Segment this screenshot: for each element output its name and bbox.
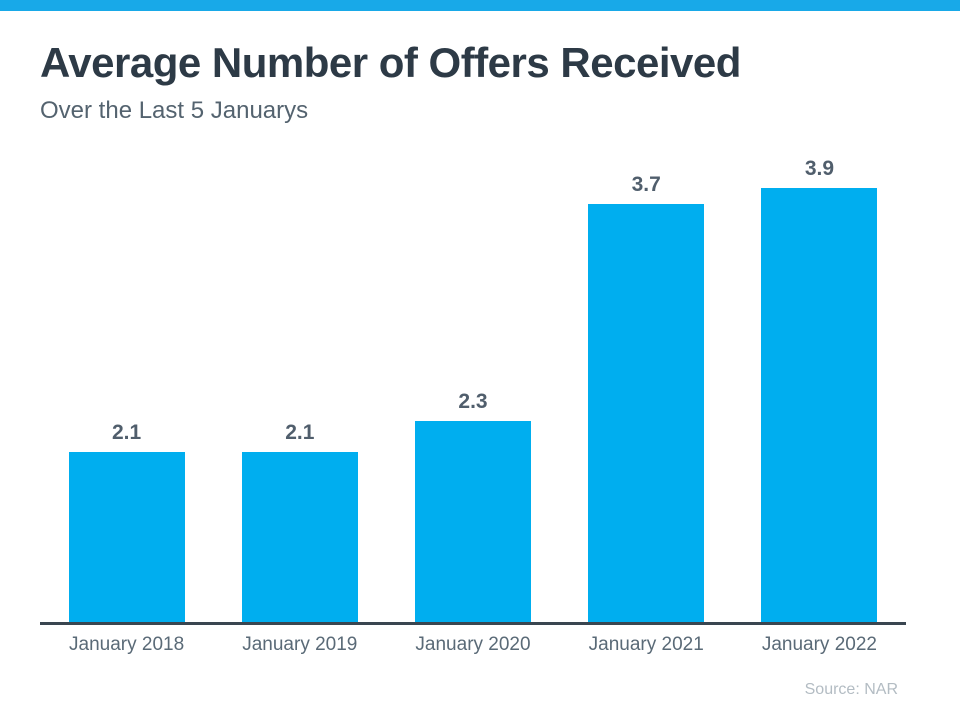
page-title: Average Number of Offers Received	[40, 39, 741, 86]
bar-group: 2.1	[213, 157, 386, 623]
bar	[761, 188, 878, 623]
x-axis-label: January 2018	[69, 634, 185, 656]
bar-value-label: 3.7	[631, 172, 661, 196]
top-accent-strip	[0, 0, 960, 11]
plot-area: 2.1 2.1 2.3 3.7 3.9	[40, 157, 906, 626]
bar-chart: 2.1 2.1 2.3 3.7 3.9 January 2018 January 2019…	[40, 157, 906, 699]
bar-group: 3.7	[560, 157, 733, 623]
x-axis-label: January 2022	[761, 634, 877, 656]
bar	[588, 203, 705, 623]
bar	[241, 451, 358, 623]
bar-value-label: 3.9	[804, 157, 835, 181]
bar	[68, 451, 185, 623]
x-axis-labels: January 2018 January 2019 January 2020 Janu…	[40, 634, 906, 656]
bar	[415, 420, 531, 623]
x-axis-label: January 2019	[242, 634, 358, 656]
source-note: Source: NAR	[804, 681, 898, 699]
bar-group: 2.1	[40, 157, 213, 623]
bar-group: 3.9	[733, 157, 906, 623]
x-axis-label: January 2020	[415, 634, 531, 656]
bar-value-label: 2.1	[285, 420, 315, 444]
bar-group: 2.3	[386, 157, 559, 623]
chart-header: Average Number of Offers Received Over t…	[40, 39, 920, 126]
page-subtitle: Over the Last 5 Januarys	[40, 97, 309, 125]
x-axis-label: January 2021	[588, 634, 704, 656]
bar-value-label: 2.3	[458, 389, 488, 413]
bar-value-label: 2.1	[112, 420, 142, 444]
